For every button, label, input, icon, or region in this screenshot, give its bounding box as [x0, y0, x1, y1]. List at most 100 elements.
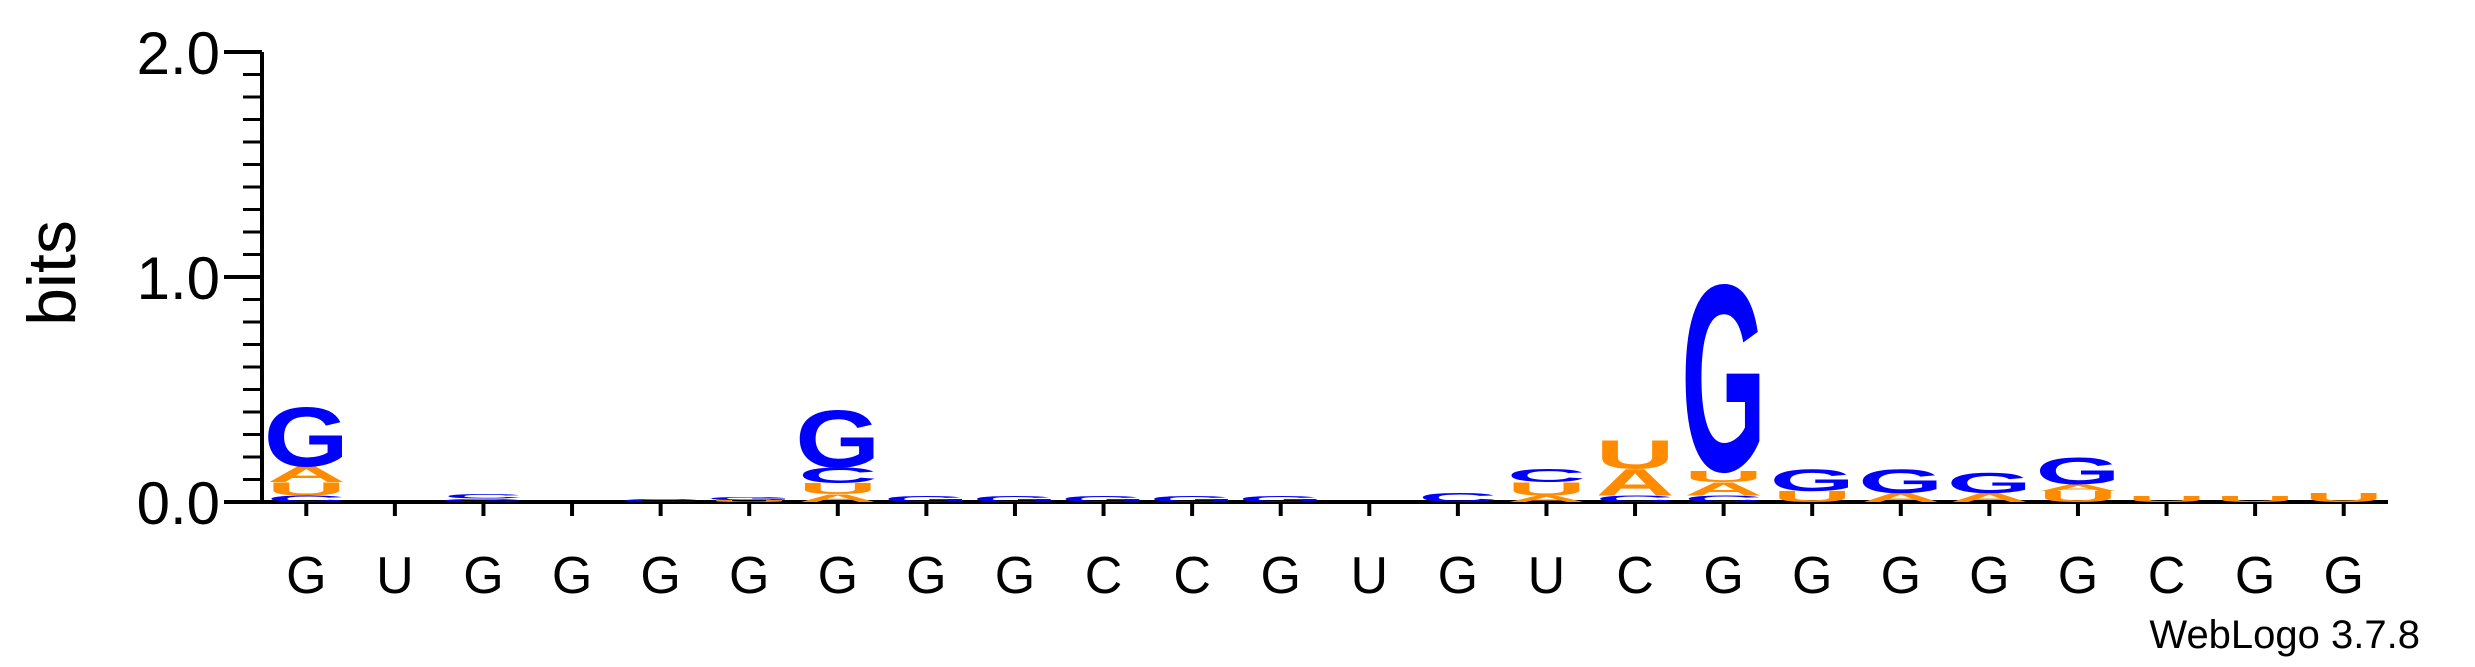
- x-tick-label: G: [906, 547, 946, 605]
- logo-letter-A: A: [798, 492, 877, 504]
- y-tick-label: 0.0: [137, 470, 220, 537]
- x-tick-label: G: [286, 547, 326, 605]
- weblogo-credit: WebLogo 3.7.8: [2149, 613, 2420, 657]
- x-tick-label: G: [818, 547, 858, 605]
- logo-letter-C: C: [1596, 494, 1675, 504]
- x-tick-label: C: [1173, 547, 1211, 605]
- logo-letter-U: U: [1684, 467, 1763, 485]
- logo-letter-G: G: [1150, 495, 1235, 504]
- x-tick-label: G: [2323, 547, 2363, 605]
- logo-letter-group: G: [2035, 450, 2120, 492]
- logo-letter-G: G: [1947, 467, 2032, 499]
- logo-letter-group: G: [1061, 495, 1146, 504]
- logo-letter-A: A: [267, 462, 346, 487]
- x-tick-label: C: [2148, 547, 2186, 605]
- x-tick-label: G: [1260, 547, 1300, 605]
- logo-letter-U: U: [798, 480, 877, 498]
- logo-letter-group: U: [1773, 488, 1852, 506]
- logo-letter-group: U: [2038, 488, 2117, 506]
- logo-letter-group: G: [1238, 495, 1323, 504]
- logo-letter-group: U: [2216, 495, 2295, 504]
- logo-letter-A: A: [1861, 491, 1940, 505]
- logo-letter-G: G: [1770, 463, 1855, 498]
- logo-letter-group: U: [1507, 478, 1586, 499]
- logo-letter-U: U: [267, 478, 346, 499]
- logo-letter-G: G: [884, 495, 969, 504]
- logo-letter-C: C: [444, 493, 523, 500]
- logo-letter-G: G: [264, 389, 349, 484]
- logo-letter-U: U: [2038, 488, 2117, 506]
- x-tick-label: G: [463, 547, 503, 605]
- logo-letter-group: G: [707, 496, 792, 501]
- logo-letter-group: A: [2038, 482, 2117, 492]
- logo-letter-C: C: [798, 463, 877, 488]
- logo-letter-C: C: [1507, 465, 1586, 486]
- logo-letter-U: U: [2216, 495, 2295, 504]
- logo-letter-group: U: [2304, 491, 2383, 505]
- logo-letter-group: C: [267, 494, 346, 504]
- logo-letter-U: U: [1507, 478, 1586, 499]
- logo-letter-G: G: [1858, 462, 1943, 500]
- logo-letter-group: C: [1596, 494, 1675, 504]
- logo-letter-group: G: [1770, 463, 1855, 498]
- x-tick-label: G: [2058, 547, 2098, 605]
- x-tick-label: U: [376, 547, 414, 605]
- logo-letter-group: U: [1684, 467, 1763, 485]
- logo-letter-G: G: [972, 495, 1057, 504]
- x-tick-label: G: [552, 547, 592, 605]
- logo-letter-group: A: [1507, 494, 1586, 504]
- logo-letter-group: A: [1684, 478, 1763, 499]
- y-tick-label: 2.0: [137, 20, 220, 87]
- x-tick-label: G: [2235, 547, 2275, 605]
- logo-letter-G: G: [2035, 450, 2120, 492]
- logo-letter-C: C: [267, 494, 346, 504]
- y-tick-label: 1.0: [137, 245, 220, 312]
- logo-letter-G: G: [441, 498, 526, 503]
- x-tick-label: C: [1616, 547, 1654, 605]
- logo-letter-group: C: [1418, 491, 1497, 505]
- logo-letter-group: G: [264, 389, 349, 484]
- logo-letter-group: U: [267, 478, 346, 499]
- logo-letter-group: G: [795, 394, 880, 485]
- logo-letter-A: A: [2038, 482, 2117, 492]
- logo-letter-group: A: [1596, 462, 1675, 504]
- logo-letter-group: U: [710, 499, 789, 502]
- x-tick-label: G: [995, 547, 1035, 605]
- logo-letter-G: G: [795, 394, 880, 485]
- x-tick-label: G: [1881, 547, 1921, 605]
- logo-letter-C: C: [621, 498, 700, 503]
- logo-letter-group: C: [444, 493, 523, 500]
- logo-letter-group: G: [884, 495, 969, 504]
- logo-letter-group: G: [1947, 467, 2032, 499]
- logo-letter-group: A: [267, 462, 346, 487]
- logo-letter-group: G: [1858, 462, 1943, 500]
- logo-letter-U: U: [2127, 495, 2206, 504]
- logo-letter-U: U: [2304, 491, 2383, 505]
- logo-letter-group: U: [1596, 432, 1675, 478]
- logo-letter-C: C: [1684, 494, 1763, 504]
- logo-letter-group: C: [798, 463, 877, 488]
- x-tick-label: U: [1528, 547, 1566, 605]
- logo-letter-A: A: [1596, 462, 1675, 504]
- axes: 0.0 1.0 2.0: [137, 20, 2388, 537]
- y-axis-label: bits: [14, 220, 90, 326]
- logo-letter-group: A: [1861, 491, 1940, 505]
- logo-letter-group: U: [798, 480, 877, 498]
- logo-letter-G: G: [707, 496, 792, 501]
- logo-letter-group: G: [441, 498, 526, 503]
- logo-letter-G: G: [1238, 495, 1323, 504]
- logo-letter-C: C: [1418, 491, 1497, 505]
- x-tick-label: U: [1351, 547, 1389, 605]
- logo-letter-G: G: [1061, 495, 1146, 504]
- logo-letter-A: A: [1507, 494, 1586, 504]
- logo-letter-group: G: [1150, 495, 1235, 504]
- logo-letter-A: A: [1950, 491, 2029, 505]
- x-tick-label: G: [1703, 547, 1743, 605]
- x-tick-label: C: [1085, 547, 1123, 605]
- logo-letter-U: U: [1773, 488, 1852, 506]
- x-tick-label: G: [729, 547, 769, 605]
- logo-letter-group: A: [1950, 491, 2029, 505]
